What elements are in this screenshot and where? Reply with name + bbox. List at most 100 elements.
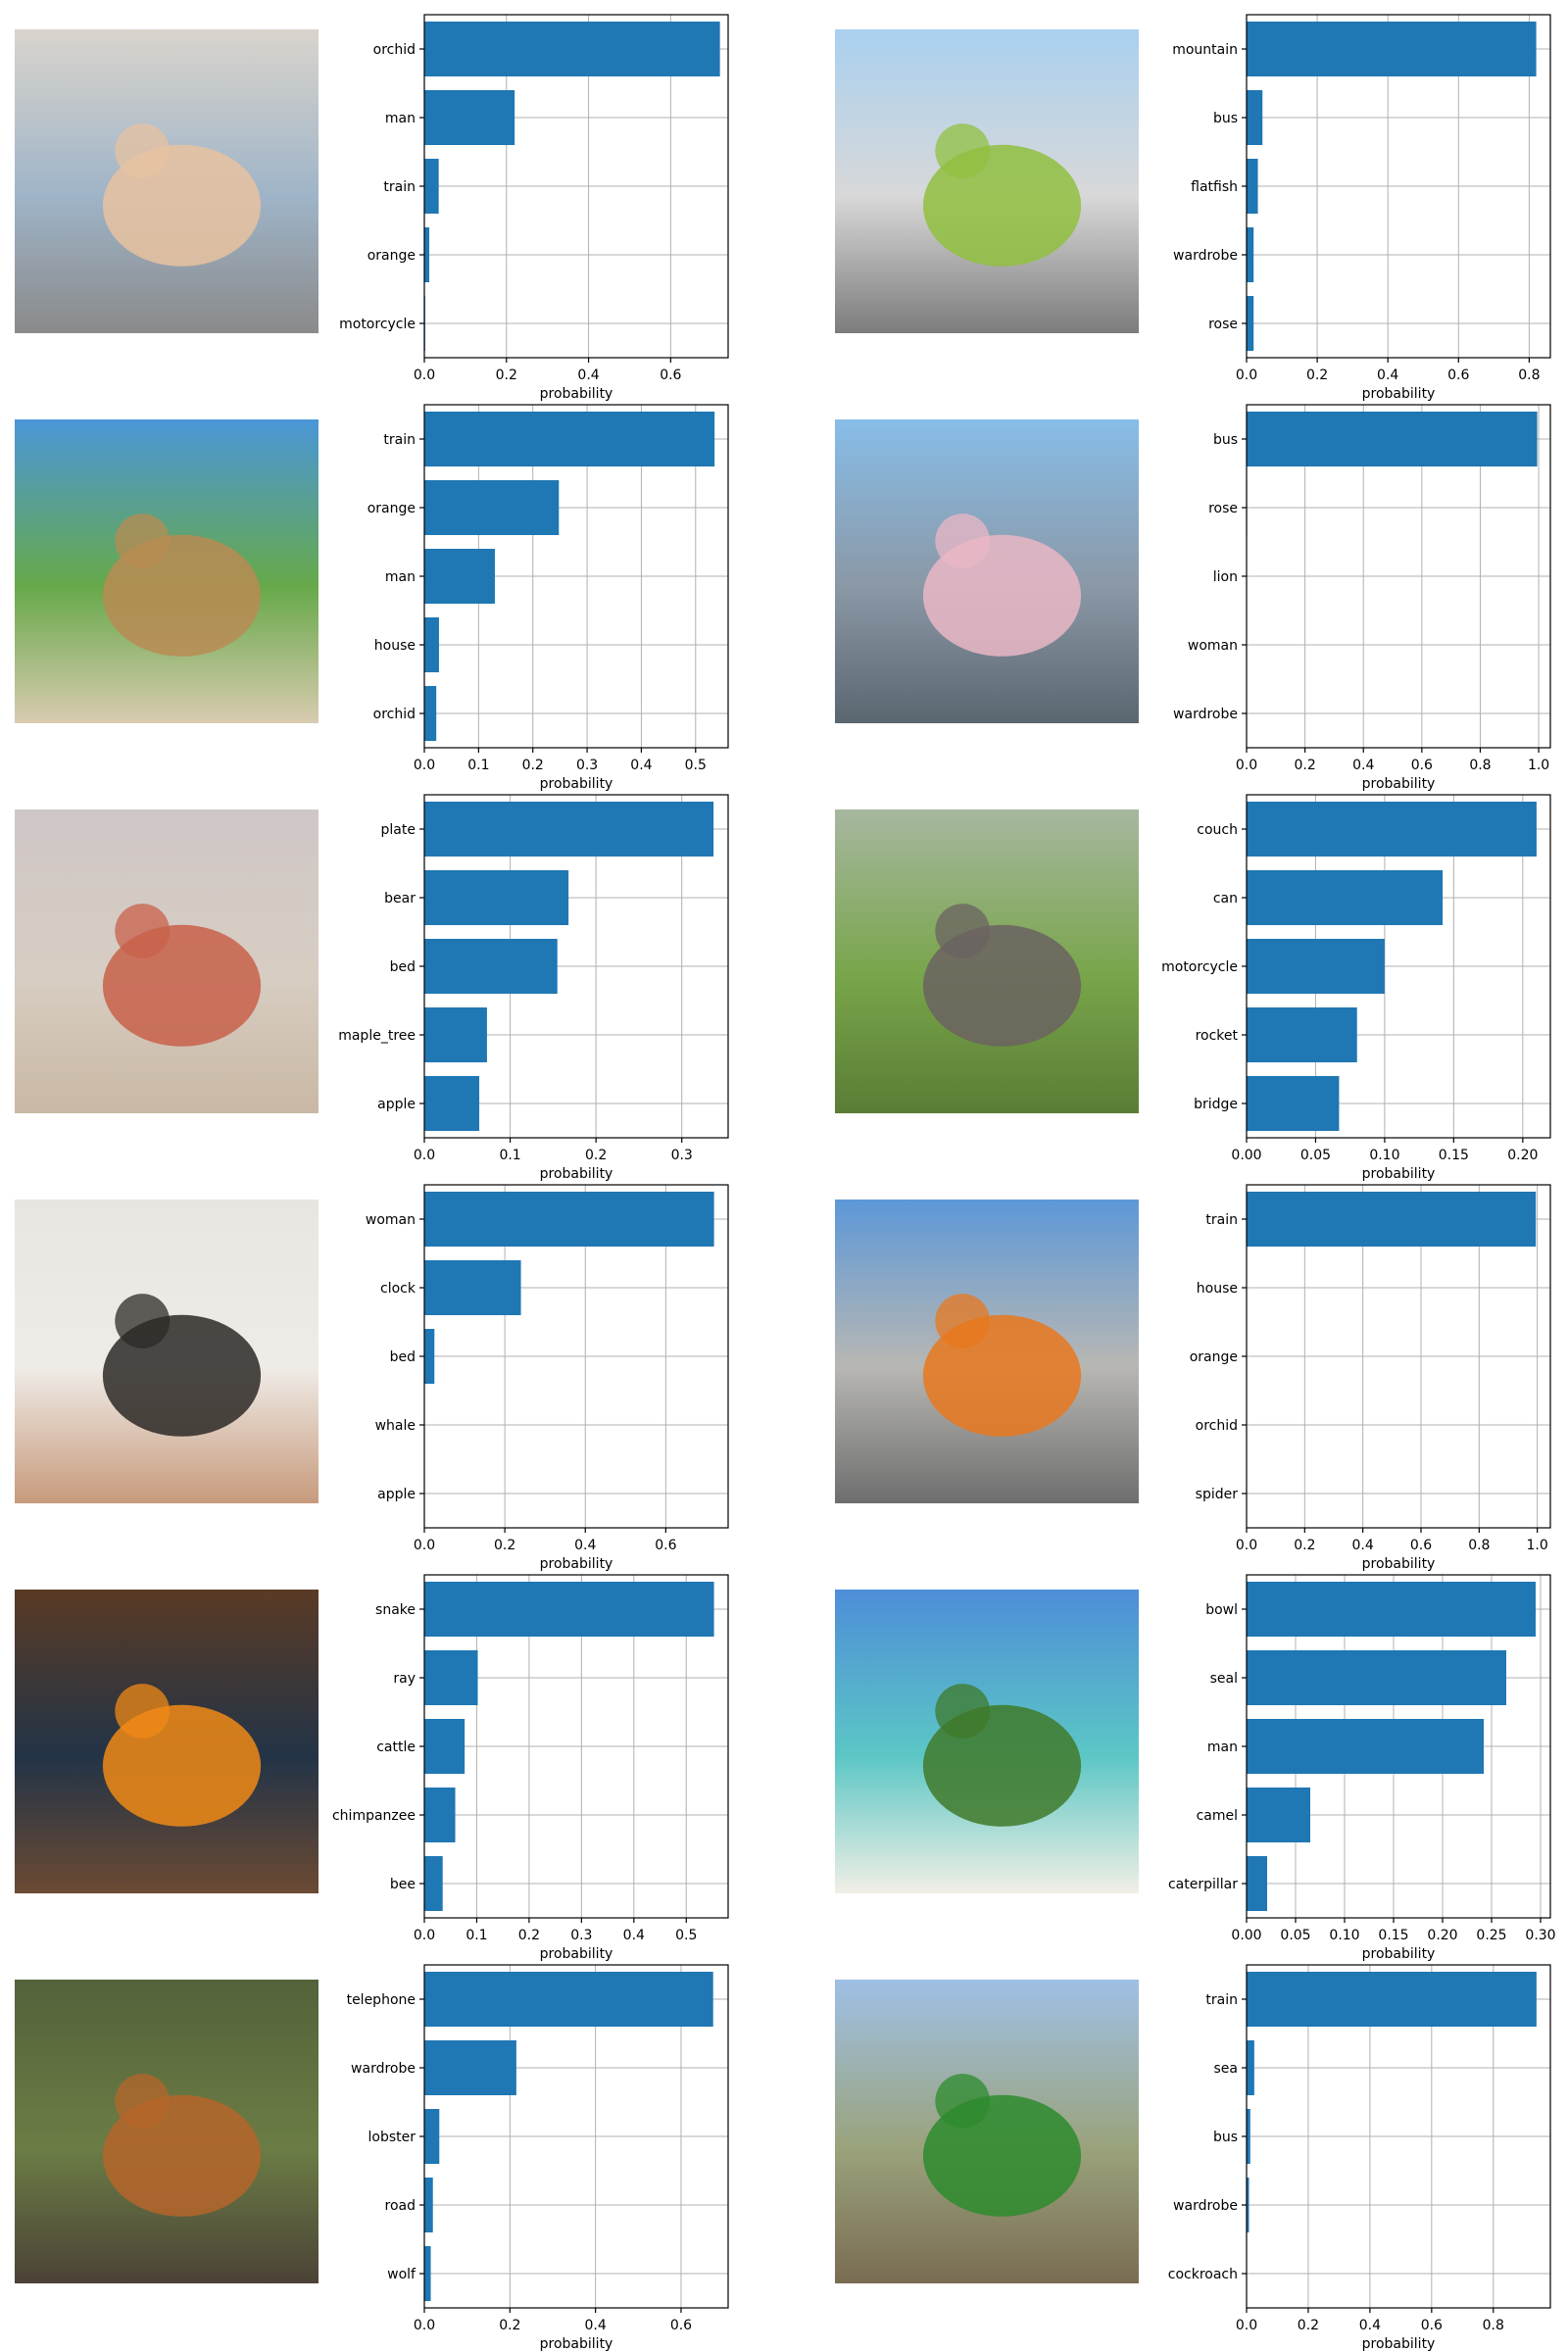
bar-wardrobe — [1247, 2178, 1250, 2232]
x-tick-label: 0.8 — [1469, 758, 1491, 773]
x-tick-label: 0.3 — [570, 1928, 592, 1943]
bar-bus — [1247, 412, 1538, 466]
x-tick-label: 0.6 — [655, 1538, 676, 1553]
bar-chart-3: train orange man house orchid 0.0 0.1 0.2 0.3 0.4… — [368, 404, 729, 792]
x-tick-label: 0.0 — [1236, 2318, 1257, 2333]
photo-bus-icon — [835, 29, 1139, 333]
bar-ray — [424, 1650, 478, 1705]
x-tick-label: 0.4 — [1352, 1538, 1374, 1553]
bar-bus — [1247, 90, 1263, 145]
category-label: plate — [381, 822, 416, 838]
category-label: snake — [375, 1602, 416, 1618]
bar-bear — [424, 870, 569, 925]
category-label: couch — [1197, 822, 1238, 838]
photo-tractor-icon — [835, 1980, 1139, 2283]
category-label: woman — [1188, 638, 1238, 654]
category-label: maple_tree — [338, 1028, 416, 1044]
x-tick-label: 0.10 — [1329, 1928, 1359, 1943]
bar-chart-12: train sea bus wardrobe cockroach 0.0 0.2 0.4 0.6… — [1168, 1964, 1551, 2352]
bar-chart-4: bus rose lion woman wardrobe 0.0 0.2 0.4 0.6 0.8 1… — [1173, 404, 1551, 792]
category-label: camel — [1197, 1808, 1238, 1824]
category-label: bee — [390, 1877, 416, 1892]
bar-camel — [1247, 1788, 1310, 1842]
bar-clock — [424, 1260, 521, 1315]
bar-bed — [424, 939, 558, 994]
category-label: bridge — [1194, 1097, 1238, 1112]
category-label: bus — [1213, 111, 1238, 126]
category-label: bus — [1213, 2130, 1238, 2145]
category-label: wardrobe — [1173, 2198, 1238, 2214]
category-label: cattle — [376, 1740, 416, 1755]
bar-bus — [1247, 2109, 1250, 2164]
x-axis-label: probability — [1362, 386, 1436, 402]
category-label: rocket — [1196, 1028, 1239, 1044]
photo-cyclist-icon — [15, 29, 318, 333]
x-tick-label: 0.05 — [1280, 1928, 1310, 1943]
x-tick-label: 0.30 — [1525, 1928, 1555, 1943]
category-label: bed — [390, 959, 416, 975]
category-label: apple — [377, 1097, 416, 1112]
bar-chimpanzee — [424, 1788, 456, 1842]
photo-oranges-icon — [15, 1590, 318, 1893]
bar-chart-1: orchid man train orange motorcycle 0.0 0.2 0.4 0… — [339, 14, 729, 402]
bar-motorcycle — [1247, 939, 1385, 994]
category-label: caterpillar — [1168, 1877, 1238, 1892]
x-tick-label: 0.4 — [585, 2318, 607, 2333]
bar-seal — [1247, 1650, 1506, 1705]
x-tick-label: 0.15 — [1439, 1148, 1469, 1163]
category-label: train — [383, 432, 416, 448]
category-label: bear — [384, 891, 416, 906]
category-label: orchid — [373, 42, 416, 58]
x-tick-label: 0.6 — [1410, 1538, 1432, 1553]
category-label: wardrobe — [1173, 248, 1238, 264]
bar-road — [424, 2178, 433, 2232]
axes-frame — [423, 794, 729, 1139]
x-tick-label: 0.1 — [467, 758, 489, 773]
category-label: can — [1213, 891, 1238, 906]
bar-train — [1247, 1972, 1537, 2027]
axes-frame — [423, 1964, 729, 2309]
bar-apple — [424, 1076, 480, 1131]
x-tick-label: 0.00 — [1231, 1928, 1261, 1943]
category-label: rose — [1208, 317, 1238, 332]
category-label: lion — [1213, 569, 1238, 585]
bar-maple_tree — [424, 1007, 487, 1062]
bar-man — [424, 549, 495, 604]
bar-house — [424, 617, 439, 672]
x-axis-label: probability — [540, 2336, 613, 2352]
x-tick-label: 0.4 — [1352, 758, 1374, 773]
x-tick-label: 0.4 — [630, 758, 652, 773]
bar-man — [424, 90, 515, 145]
category-label: bed — [390, 1349, 416, 1365]
bar-train — [424, 412, 715, 466]
bar-bed — [424, 1329, 435, 1384]
bar-rocket — [1247, 1007, 1357, 1062]
bar-train — [424, 159, 439, 214]
x-tick-label: 0.6 — [660, 368, 681, 383]
x-tick-label: 0.2 — [496, 368, 517, 383]
category-label: telephone — [347, 1992, 416, 2008]
bar-orchid — [424, 686, 437, 741]
category-label: ray — [393, 1671, 416, 1687]
x-tick-label: 0.20 — [1427, 1928, 1457, 1943]
x-tick-label: 0.2 — [1298, 2318, 1319, 2333]
bar-chart-7: woman clock bed whale apple 0.0 0.2 0.4 0.6 proba… — [366, 1184, 729, 1572]
axes-frame — [1246, 14, 1551, 359]
bar-cattle — [424, 1719, 466, 1774]
category-label: flatfish — [1191, 179, 1238, 195]
category-label: spider — [1196, 1487, 1239, 1502]
x-tick-label: 0.2 — [522, 758, 544, 773]
photo-crab-icon — [15, 809, 318, 1113]
category-label: orange — [1190, 1349, 1238, 1365]
bar-bowl — [1247, 1582, 1536, 1637]
x-tick-label: 0.2 — [585, 1148, 607, 1163]
x-axis-label: probability — [1362, 1946, 1436, 1962]
bar-orchid — [424, 22, 720, 76]
x-tick-label: 0.0 — [414, 1538, 435, 1553]
x-tick-label: 0.2 — [1294, 758, 1315, 773]
category-label: house — [374, 638, 416, 654]
category-label: apple — [377, 1487, 416, 1502]
category-label: man — [1207, 1740, 1238, 1755]
photo-castle-icon — [835, 419, 1139, 723]
bar-chart-9: snake ray cattle chimpanzee bee 0.0 0.1 0.2 0.3 0… — [332, 1574, 729, 1962]
